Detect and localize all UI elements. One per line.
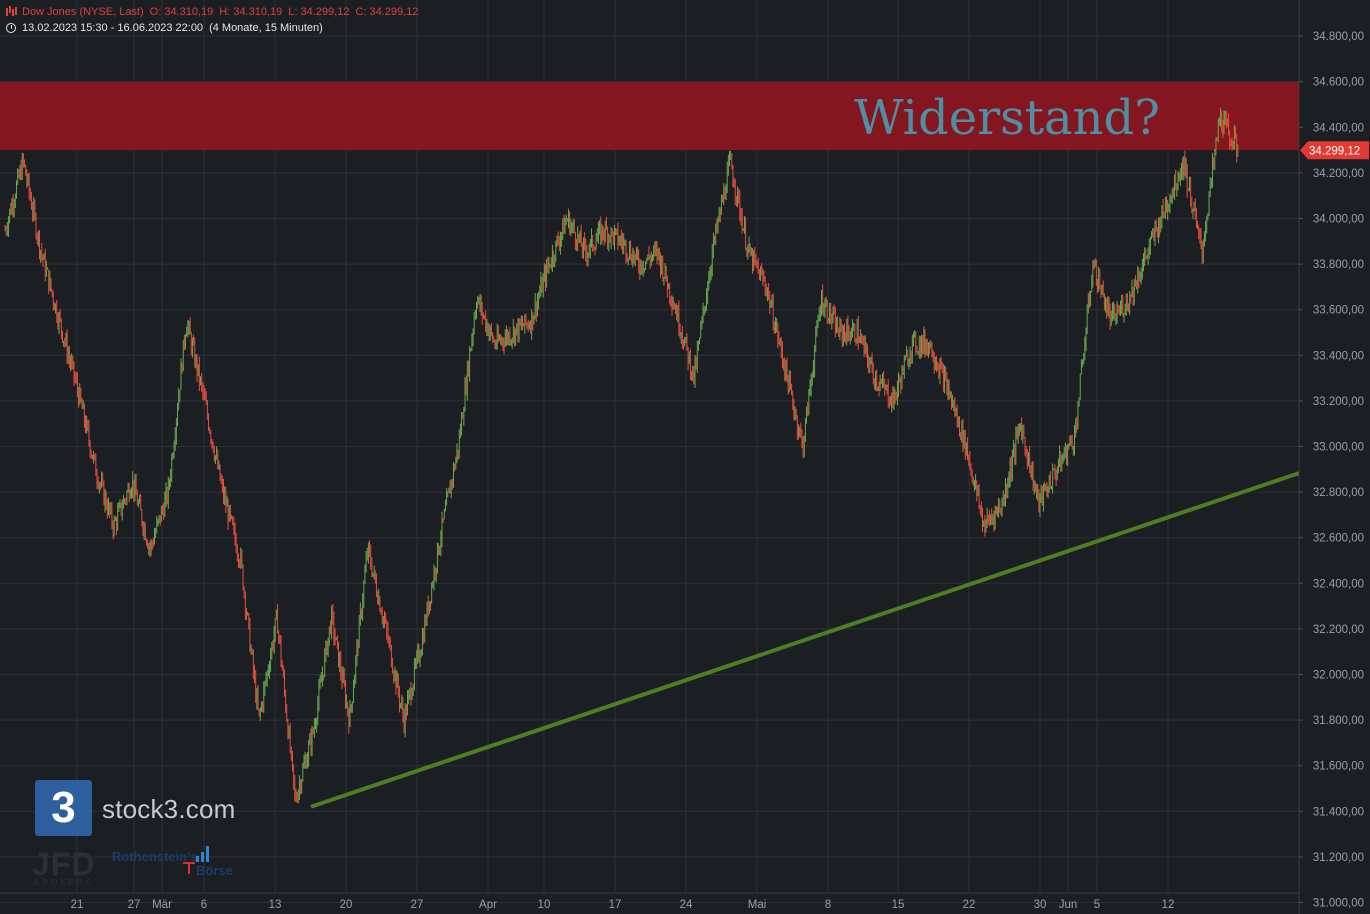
brand-name: stock3.com: [102, 794, 236, 824]
x-tick-label: 20: [340, 899, 353, 911]
partner-logo-line2: Börse: [196, 863, 233, 878]
x-tick-label: 5: [1094, 899, 1100, 911]
x-tick-label: Jun: [1059, 899, 1078, 911]
y-tick-label: 33.800,00: [1313, 259, 1364, 271]
y-tick-label: 32.400,00: [1313, 578, 1364, 590]
y-tick-label: 34.800,00: [1313, 31, 1364, 43]
y-tick-label: 31.400,00: [1313, 806, 1364, 818]
range-header: 13.02.2023 15:30 - 16.06.2023 22:00 (4 Mo…: [6, 22, 329, 34]
x-tick-label: 27: [128, 899, 141, 911]
y-tick-label: 32.600,00: [1313, 533, 1364, 545]
high-value: H: 34.310,19: [219, 6, 283, 18]
x-tick-label: 27: [411, 899, 424, 911]
y-tick-label: 31.000,00: [1313, 898, 1364, 910]
clock-icon: [6, 23, 16, 33]
stock3-logo: 3: [35, 780, 92, 836]
x-tick-label: 30: [1034, 899, 1047, 911]
price-axis[interactable]: 31.000,00 31.200,00 31.400,00 31.600,00 31.8…: [1299, 31, 1364, 910]
last-price-value: 34.299,12: [1309, 145, 1360, 157]
x-tick-label: Apr: [479, 899, 497, 911]
x-tick-label: 22: [963, 899, 976, 911]
x-tick-label: 21: [71, 899, 84, 911]
y-tick-label: 31.800,00: [1313, 715, 1364, 727]
date-range: 13.02.2023 15:30 - 16.06.2023 22:00: [22, 22, 204, 34]
x-tick-label: 17: [609, 899, 622, 911]
time-axis[interactable]: 21 27 Mär 6 13 20 27 Apr 10 17 24 Mai 8 15 22 30 Jun 5 12: [71, 899, 1175, 911]
chart-grid: [0, 0, 1299, 903]
resistance-label: Widerstand?: [854, 90, 1160, 146]
y-tick-label: 31.600,00: [1313, 761, 1364, 773]
x-tick-label: Mai: [748, 899, 767, 911]
x-tick-label: 12: [1162, 899, 1175, 911]
x-tick-label: 8: [825, 899, 831, 911]
x-tick-label: Mär: [152, 899, 172, 911]
bars-icon: [6, 6, 17, 16]
jfd-logo-sub: BROKERS: [34, 878, 95, 887]
open-value: O: 34.310,19: [149, 6, 214, 18]
y-tick-label: 34.400,00: [1313, 122, 1364, 134]
y-tick-label: 33.000,00: [1313, 442, 1364, 454]
price-series: [4, 107, 1239, 804]
close-value: C: 34.299,12: [355, 6, 419, 18]
low-value: L: 34.299,12: [288, 6, 350, 18]
y-tick-label: 34.600,00: [1313, 77, 1364, 89]
last-price-marker: [1300, 141, 1369, 160]
y-tick-label: 31.200,00: [1313, 852, 1364, 864]
x-tick-label: 6: [201, 899, 207, 911]
resistance-zone: [0, 81, 1299, 151]
y-tick-label: 32.200,00: [1313, 624, 1364, 636]
last-price-tag: 34.299,12: [1300, 141, 1369, 160]
y-tick-label: 32.000,00: [1313, 670, 1364, 682]
y-tick-label: 32.800,00: [1313, 487, 1364, 499]
trendline: [310, 471, 1300, 809]
partner-mark-icon: [183, 862, 195, 874]
bar-chart-icon: [196, 846, 209, 862]
x-tick-label: 10: [538, 899, 551, 911]
x-tick-label: 15: [892, 899, 905, 911]
jfd-logo: JFD: [32, 846, 96, 882]
y-tick-label: 33.600,00: [1313, 305, 1364, 317]
x-tick-label: 13: [269, 899, 282, 911]
instrument-name: Dow Jones (NYSE, Last): [22, 6, 144, 18]
y-tick-label: 34.200,00: [1313, 168, 1364, 180]
y-tick-label: 33.200,00: [1313, 396, 1364, 408]
period-label: (4 Monate, 15 Minuten): [209, 22, 323, 34]
instrument-header: Dow Jones (NYSE, Last) O: 34.310,19 H: 34.…: [6, 6, 424, 18]
y-tick-label: 34.000,00: [1313, 214, 1364, 226]
partner-logo-line1: Rothenstein's: [112, 849, 198, 864]
y-tick-label: 33.400,00: [1313, 350, 1364, 362]
x-tick-label: 24: [680, 899, 693, 911]
